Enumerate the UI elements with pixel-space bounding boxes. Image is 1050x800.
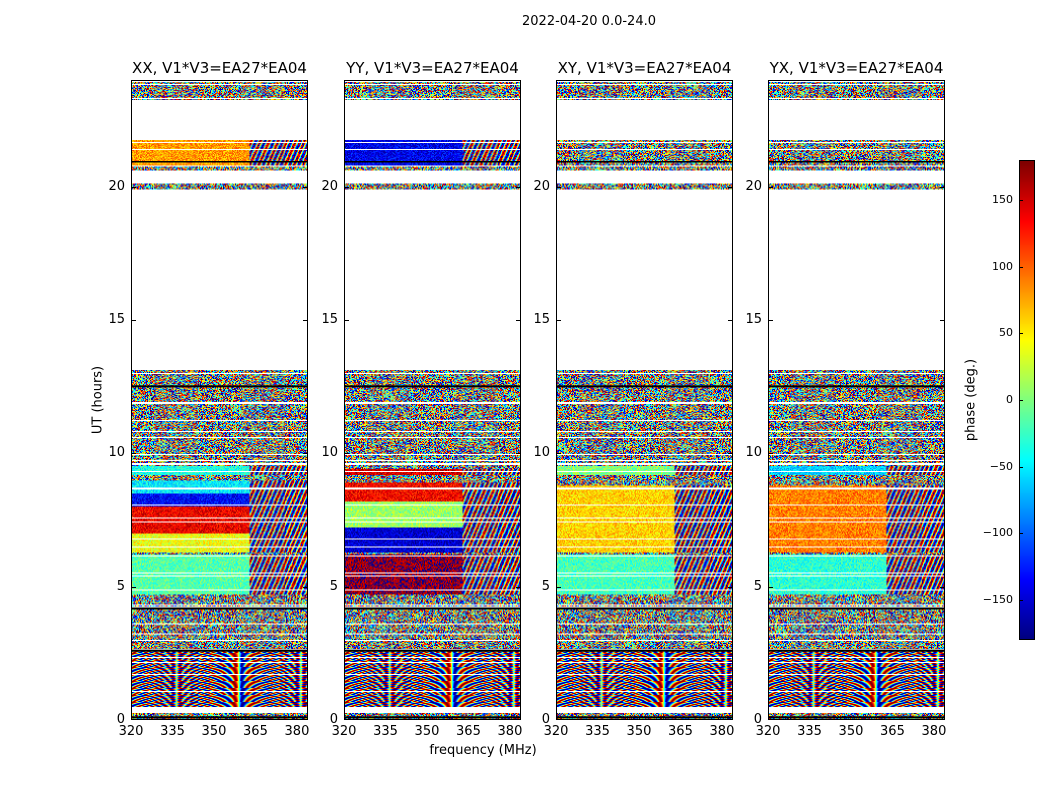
y-tick-label: 15 [321,312,338,327]
y-tick-mark [516,186,521,188]
x-tick-label: 320 [543,724,569,739]
x-tick-label: 320 [118,724,144,739]
colorbar-tick-label: 0 [1006,393,1013,406]
panel-title: XY, V1*V3=EA27*EA04 [557,59,732,77]
x-tick-label: 350 [201,724,227,739]
y-tick-mark [344,453,349,455]
colorbar-tick-label: 50 [999,326,1013,340]
y-tick-label: 5 [541,578,550,594]
y-tick-label: 5 [329,578,338,594]
x-tick-label: 380 [497,724,523,739]
y-tick-mark [940,186,945,188]
y-tick-mark [516,586,521,588]
y-tick-mark [131,186,136,188]
panel-title: XX, V1*V3=EA27*EA04 [132,59,307,77]
y-tick-label: 0 [541,712,550,727]
colorbar-tick-label: 100 [992,259,1013,273]
x-tick-label: 335 [585,724,610,739]
colorbar-tick-mark [1019,466,1023,468]
y-axis-label: UT (hours) [90,365,106,435]
x-tick-label: 320 [755,724,781,739]
y-tick-label: 15 [108,312,125,327]
y-tick-mark [556,320,561,321]
heatmap-panel-3 [556,80,733,720]
panel-title: YX, V1*V3=EA27*EA04 [769,59,944,77]
colorbar-tick-mark [1019,400,1023,401]
colorbar-label: phase (deg.) [963,358,979,442]
y-tick-mark [940,586,945,588]
y-tick-mark [131,586,136,588]
colorbar-tick-mark [1019,533,1023,535]
x-tick-label: 350 [838,724,864,739]
colorbar-tick-mark [1019,333,1023,335]
y-tick-mark [728,186,733,188]
y-tick-label: 20 [745,178,762,194]
y-tick-label: 10 [533,445,550,461]
y-tick-label: 20 [533,178,550,194]
y-tick-mark [303,586,308,588]
x-axis-label: frequency (MHz) [429,743,537,758]
x-tick-label: 380 [284,724,310,739]
y-tick-mark [303,186,308,188]
colorbar-tick-label: −100 [982,526,1013,540]
y-tick-mark [728,586,733,588]
y-tick-label: 15 [533,312,550,327]
heatmap-panel-2 [344,80,521,720]
y-tick-mark [940,320,945,321]
y-tick-label: 5 [116,578,125,594]
y-tick-label: 0 [753,712,762,727]
y-tick-mark [768,453,773,455]
y-tick-mark [131,320,136,321]
heatmap-panel-1 [131,80,308,720]
figure-title: 2022-04-20 0.0-24.0 [522,14,656,29]
y-tick-mark [344,186,349,188]
y-tick-mark [303,453,308,455]
x-tick-label: 365 [668,724,693,739]
panel-title: YY, V1*V3=EA27*EA04 [346,59,519,77]
y-tick-mark [768,186,773,188]
y-tick-label: 0 [329,712,338,727]
x-tick-label: 350 [414,724,440,739]
y-tick-label: 20 [108,178,125,194]
x-tick-label: 335 [797,724,822,739]
x-tick-label: 365 [880,724,905,739]
x-tick-label: 380 [709,724,735,739]
y-tick-mark [344,320,349,321]
y-tick-mark [516,453,521,455]
x-tick-label: 335 [160,724,185,739]
x-tick-label: 365 [456,724,481,739]
y-tick-mark [768,586,773,588]
y-tick-mark [940,453,945,455]
y-tick-mark [516,320,521,321]
colorbar-tick-mark [1019,600,1023,601]
y-tick-mark [303,320,308,321]
y-tick-mark [728,320,733,321]
y-tick-mark [344,586,349,588]
x-tick-label: 335 [373,724,398,739]
y-tick-label: 10 [745,445,762,461]
y-tick-label: 10 [321,445,338,461]
colorbar-tick-label: −150 [982,593,1013,606]
x-tick-label: 350 [626,724,652,739]
x-tick-label: 320 [331,724,357,739]
y-tick-mark [768,320,773,321]
colorbar-tick-label: 150 [992,193,1013,206]
y-tick-mark [728,453,733,455]
y-tick-label: 20 [321,178,338,194]
colorbar-tick-label: −50 [989,459,1013,473]
heatmap-panel-4 [768,80,945,720]
y-tick-mark [556,586,561,588]
y-tick-label: 5 [753,578,762,594]
colorbar-tick-mark [1019,266,1023,268]
y-tick-mark [556,186,561,188]
x-tick-label: 365 [243,724,268,739]
y-tick-label: 15 [745,312,762,327]
y-tick-mark [131,453,136,455]
y-tick-label: 0 [116,712,125,727]
colorbar-tick-mark [1019,200,1023,201]
x-tick-label: 380 [921,724,947,739]
y-tick-label: 10 [108,445,125,461]
y-tick-mark [556,453,561,455]
